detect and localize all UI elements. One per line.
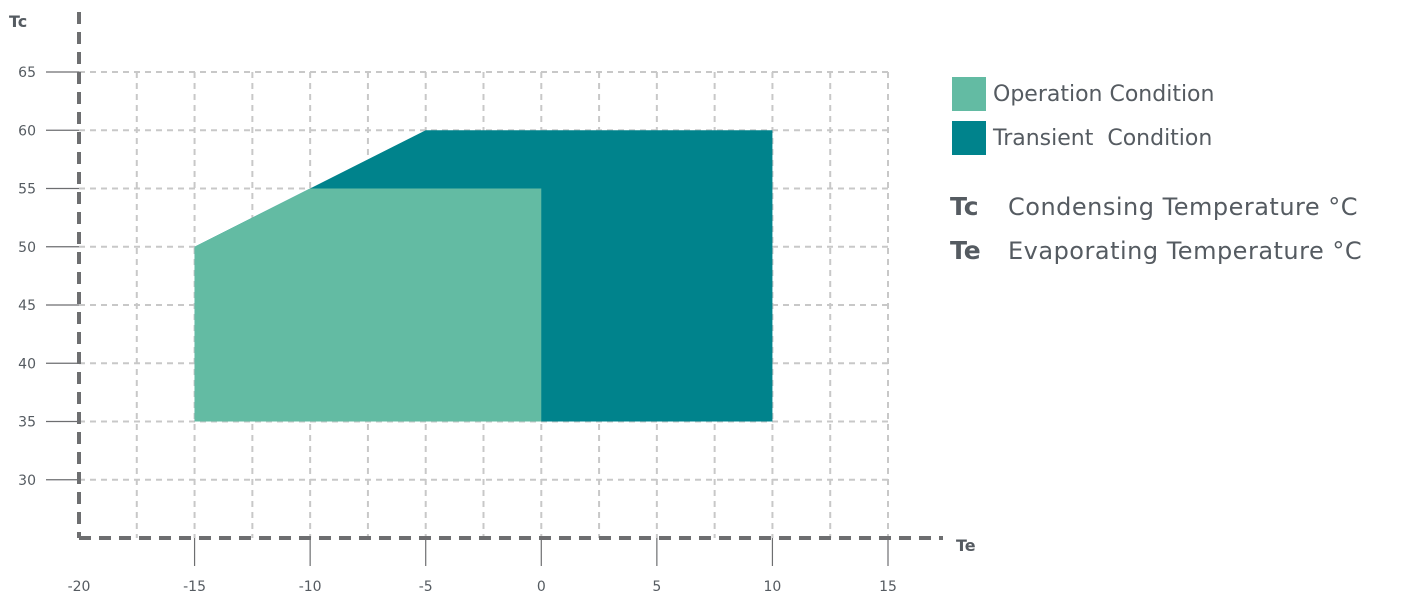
legend-label-transient: Transient Condition bbox=[993, 125, 1213, 151]
y-axis-label: Tc bbox=[9, 12, 27, 31]
y-tick-label: 60 bbox=[18, 123, 36, 139]
y-tick-label: 45 bbox=[18, 298, 36, 314]
x-tick-label: 0 bbox=[537, 579, 546, 595]
operation-condition-area bbox=[194, 188, 542, 422]
legend-swatch-transient bbox=[952, 121, 986, 155]
legend-item-operation: Operation Condition bbox=[952, 72, 1392, 116]
legend-swatch-operation bbox=[952, 77, 986, 111]
axes bbox=[77, 12, 943, 540]
x-axis-label: Te bbox=[956, 536, 976, 555]
y-tick-label: 65 bbox=[18, 65, 36, 81]
legend-item-transient: Transient Condition bbox=[952, 116, 1392, 160]
definition-text: Condensing Temperature °C bbox=[1008, 193, 1359, 221]
areas bbox=[194, 130, 773, 422]
y-tick-label: 55 bbox=[18, 182, 36, 198]
legend-label-operation: Operation Condition bbox=[993, 81, 1215, 107]
axis-definitions: Tc Condensing Temperature °C Te Evaporat… bbox=[950, 192, 1400, 280]
y-tick-label: 30 bbox=[18, 473, 36, 489]
definition-text: Evaporating Temperature °C bbox=[1008, 237, 1363, 265]
x-tick-label: -5 bbox=[419, 579, 433, 595]
x-tick-label: -10 bbox=[299, 579, 322, 595]
y-tick-label: 35 bbox=[18, 415, 36, 431]
definition-te: Te Evaporating Temperature °C bbox=[950, 236, 1400, 280]
x-tick-label: -20 bbox=[68, 579, 91, 595]
x-tick-label: -15 bbox=[183, 579, 206, 595]
y-tick-label: 50 bbox=[18, 240, 36, 256]
x-tick-label: 10 bbox=[764, 579, 782, 595]
x-tick-label: 15 bbox=[879, 579, 897, 595]
definition-symbol: Te bbox=[950, 236, 981, 265]
legend: Operation Condition Transient Condition bbox=[952, 72, 1392, 160]
y-tick-label: 40 bbox=[18, 356, 36, 372]
ticks: 30 35 40 45 50 55 60 65 -20 -15 -10 -5 0 5 10 15 bbox=[18, 65, 897, 595]
definition-tc: Tc Condensing Temperature °C bbox=[950, 192, 1400, 236]
x-tick-label: 5 bbox=[652, 579, 661, 595]
definition-symbol: Tc bbox=[950, 192, 979, 221]
